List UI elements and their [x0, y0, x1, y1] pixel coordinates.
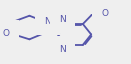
Text: N: N [59, 45, 66, 54]
Text: O: O [101, 9, 108, 18]
Text: N: N [59, 15, 66, 24]
Text: O: O [3, 29, 10, 38]
Text: N: N [44, 17, 51, 26]
